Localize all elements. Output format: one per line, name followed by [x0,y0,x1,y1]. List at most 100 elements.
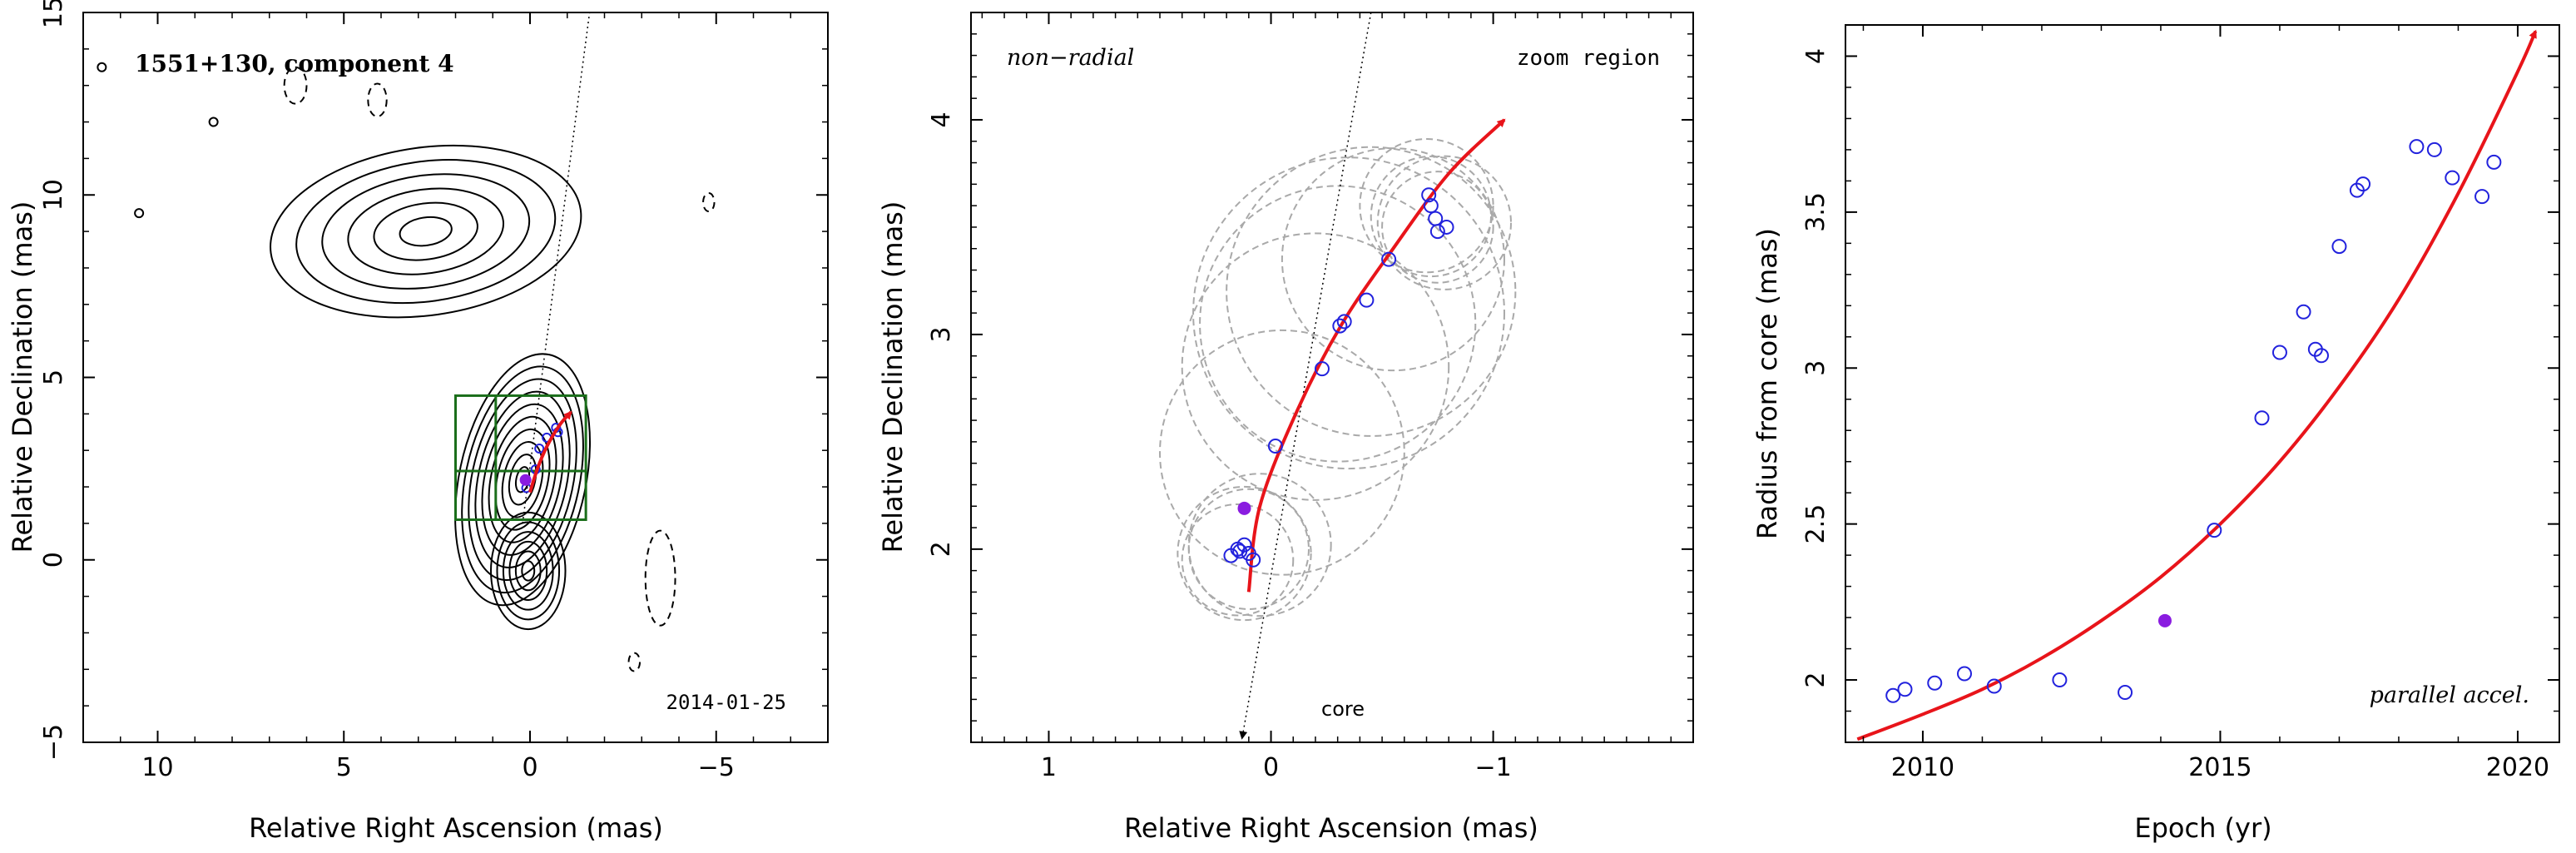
zoom-region-annotation: zoom region [1517,46,1660,71]
highlight-point [1237,501,1251,515]
model-component-circle [1181,232,1450,501]
model-component-circle [1199,185,1477,463]
contour-level [295,159,557,305]
observed-point [2409,139,2425,155]
negative-contour [702,192,716,212]
y-tick-label: 2 [927,541,956,557]
observed-point [1897,682,1913,697]
contour-level [270,144,582,319]
contour-level [508,454,537,506]
observed-point [2426,141,2442,157]
date-annotation: 2014-01-25 [666,691,787,714]
p1-frame [82,12,829,743]
observed-point [2271,345,2287,360]
model-component-circle [1226,146,1517,437]
model-component-circle [1376,155,1512,290]
parallel-accel-annotation: parallel accel. [2370,682,2529,708]
model-track [528,410,572,493]
observed-point [1336,314,1352,330]
model-component-circle [1177,485,1312,622]
observed-point [2207,523,2222,538]
component-marker [534,444,545,454]
observed-point [2254,410,2270,426]
source-annotation: 1551+130, component 4 [135,50,454,77]
x-tick-label: 2010 [1891,753,1954,782]
model-track [1246,118,1506,593]
observed-point [1381,251,1397,267]
contour-level [490,511,567,631]
contour-level [399,216,453,247]
observed-point [2474,189,2490,205]
observed-point [1359,292,1375,308]
jet-axis-line [522,12,591,523]
observed-point [2296,304,2311,320]
noise-contour [134,208,145,219]
y-tick-label: −5 [39,724,68,761]
observed-point [1423,198,1439,214]
highlight-marker [519,474,532,486]
contour-level [496,521,561,621]
x-tick-label: 2020 [2486,753,2549,782]
y-tick-label: 0 [39,552,68,568]
contour-level [461,365,584,594]
x-tick-label: 0 [1263,753,1279,782]
contour-level [508,540,548,601]
contour-level [488,415,557,543]
model-component-circle [1187,473,1332,617]
model-curve [1856,29,2538,741]
x-tick-label: 1 [1041,753,1057,782]
observed-point [1927,675,1943,691]
observed-point [1314,361,1330,377]
y-tick-label: 3 [1801,360,1830,376]
observed-point [1429,224,1445,240]
noise-contour [208,117,219,127]
p3-frame [1845,24,2560,743]
core-annotation: core [1321,697,1365,721]
contour-level [468,378,577,582]
p3-xlabel: Epoch (yr) [2134,812,2271,844]
highlight-point [2157,613,2172,627]
y-tick-label: 15 [39,0,68,28]
contour-level [514,550,542,592]
x-tick-label: 10 [141,753,173,782]
y-tick-label: 4 [927,112,956,127]
observed-point [2331,239,2347,255]
observed-point [2052,672,2068,688]
x-tick-label: 5 [336,753,352,782]
model-component-circle [1181,503,1295,617]
observed-point [1428,211,1444,226]
observed-point [1332,318,1348,334]
observed-point [2314,348,2329,364]
observed-point [2356,176,2371,192]
x-tick-label: −5 [698,753,735,782]
model-component-circle [1159,329,1405,576]
observed-point [1267,439,1283,454]
contour-level [454,353,592,607]
zoom-box [454,394,587,522]
contour-map [97,62,716,672]
p3-ylabel: Radius from core (mas) [1751,228,1783,539]
y-tick-label: 4 [1801,48,1830,64]
noise-contour [97,62,107,72]
observed-point [2486,154,2502,170]
p2-xlabel: Relative Right Ascension (mas) [1124,812,1538,844]
y-tick-label: 3.5 [1801,192,1830,232]
core-direction-line [1239,12,1372,740]
model-component-circle [1370,155,1492,278]
observed-point [1439,219,1454,235]
observed-point [2445,170,2460,186]
contour-level [521,560,536,582]
negative-contour [644,529,676,627]
model-component-circle [1192,156,1505,470]
y-tick-label: 2.5 [1801,504,1830,544]
non-radial-annotation: non−radial [1007,45,1134,71]
observed-point [1885,687,1901,703]
x-tick-label: 0 [522,753,537,782]
contour-level [347,187,505,275]
contour-level [502,531,554,611]
model-component-circle [1359,138,1494,274]
model-component-circle [1381,171,1494,284]
contour-level [373,201,478,261]
panel-radius-vs-epoch: 2010 2015 2020 2 2.5 3 3.5 4 parallel accel. Ep… [1751,24,2560,844]
panel-contour-map: 10 5 0 −5 −5 0 5 10 15 1551+130, component 4 201… [7,0,829,844]
